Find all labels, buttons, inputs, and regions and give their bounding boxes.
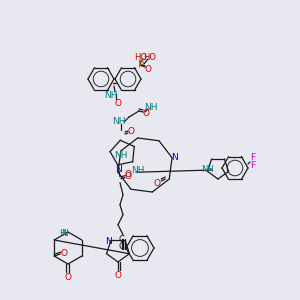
Text: NH: NH: [104, 92, 118, 100]
Text: HO: HO: [143, 52, 157, 62]
Text: N: N: [106, 237, 112, 246]
Text: O: O: [64, 272, 71, 281]
Text: NH: NH: [112, 118, 126, 127]
Text: O: O: [145, 64, 152, 74]
Text: HO: HO: [134, 52, 148, 62]
Text: F: F: [250, 154, 256, 163]
Text: C: C: [118, 242, 124, 251]
Text: H: H: [58, 230, 65, 238]
Text: NH: NH: [114, 152, 128, 160]
Text: N: N: [116, 165, 122, 174]
Text: NH: NH: [131, 166, 145, 175]
Text: NH: NH: [144, 103, 158, 112]
Text: NH: NH: [202, 166, 214, 175]
Text: O: O: [142, 109, 149, 118]
Text: F: F: [250, 160, 256, 169]
Text: N: N: [61, 230, 68, 238]
Text: O: O: [128, 128, 134, 136]
Text: O: O: [61, 248, 68, 257]
Text: O: O: [124, 172, 131, 181]
Text: C: C: [118, 235, 124, 244]
Text: O: O: [124, 170, 131, 179]
Text: O: O: [115, 271, 122, 280]
Text: P: P: [138, 60, 144, 70]
Text: O: O: [115, 100, 122, 109]
Text: O: O: [154, 178, 161, 188]
Text: N: N: [171, 153, 177, 162]
